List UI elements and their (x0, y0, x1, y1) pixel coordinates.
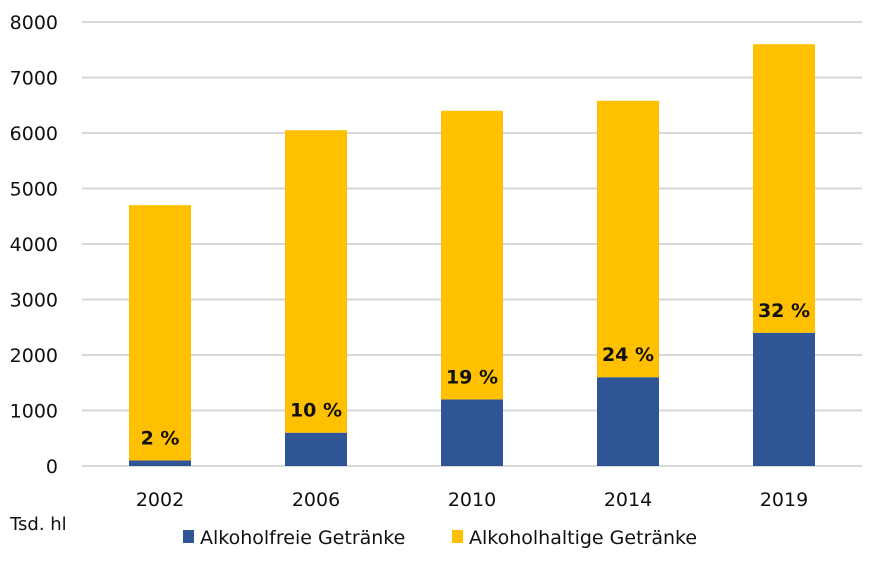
bar-segment (285, 432, 347, 466)
bar-segment (597, 377, 659, 466)
legend: Alkoholfreie Getränke Alkoholhaltige Getr… (183, 527, 697, 549)
bar-segment (129, 205, 191, 461)
bar-segment (753, 332, 815, 466)
legend-label: Alkoholfreie Getränke (200, 527, 405, 549)
bar-segment (597, 100, 659, 378)
x-tick-label: 2014 (604, 489, 652, 511)
y-tick-label: 5000 (10, 179, 58, 201)
bar-segment (753, 44, 815, 333)
x-tick-label: 2019 (760, 489, 808, 511)
data-label: 19 % (446, 366, 498, 388)
legend-swatch (183, 530, 194, 543)
data-label: 10 % (290, 400, 342, 422)
data-label: 32 % (758, 300, 810, 322)
x-tick-label: 2002 (136, 489, 184, 511)
y-tick-label: 2000 (10, 345, 58, 367)
bar-segment (441, 399, 503, 466)
y-tick-label: 8000 (10, 12, 58, 34)
x-tick-label: 2006 (292, 489, 340, 511)
data-label: 24 % (602, 344, 654, 366)
bar-segment (285, 130, 347, 433)
x-tick-label: 2010 (448, 489, 496, 511)
legend-swatch (452, 530, 463, 543)
y-tick-label: 3000 (10, 290, 58, 312)
data-label: 2 % (141, 427, 180, 449)
legend-label: Alkoholhaltige Getränke (469, 527, 697, 549)
bar-segment (129, 460, 191, 466)
y-tick-label: 7000 (10, 68, 58, 90)
y-tick-label: 4000 (10, 234, 58, 256)
y-tick-label: 1000 (10, 401, 58, 423)
y-tick-label: 0 (46, 456, 58, 478)
y-tick-label: 6000 (10, 123, 58, 145)
unit-label: Tsd. hl (9, 514, 67, 535)
bar-segment (441, 110, 503, 400)
